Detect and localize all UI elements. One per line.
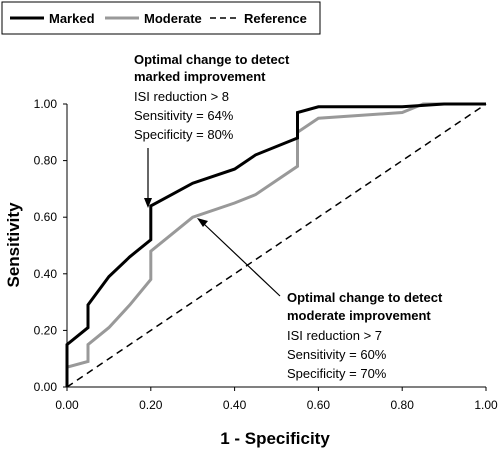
legend-label-moderate: Moderate <box>144 11 202 26</box>
annotation-moderate-arrow <box>203 223 281 297</box>
y-tick-label: 0.00 <box>34 380 58 394</box>
annotation-moderate-title-2: moderate improvement <box>287 308 431 323</box>
annotation-moderate-line-2: Sensitivity = 60% <box>287 347 387 362</box>
legend-label-marked: Marked <box>49 11 95 26</box>
annotation-moderate-line-3: Specificity = 70% <box>287 366 387 381</box>
annotation-marked-arrowhead <box>144 198 152 208</box>
annotation-marked: Optimal change to detect marked improvem… <box>134 52 290 208</box>
annotation-moderate-arrowhead <box>197 218 208 227</box>
x-tick-label: 0.40 <box>223 398 247 412</box>
x-tick-label: 0.00 <box>55 398 79 412</box>
annotation-marked-title-1: Optimal change to detect <box>134 52 290 67</box>
annotation-marked-line-3: Specificity = 80% <box>134 127 234 142</box>
legend: Marked Moderate Reference <box>1 1 321 35</box>
y-tick-label: 0.80 <box>34 154 58 168</box>
annotation-marked-line-1: ISI reduction > 8 <box>134 89 229 104</box>
y-tick-label: 0.20 <box>34 323 58 337</box>
y-tick-label: 1.00 <box>34 97 58 111</box>
annotation-moderate-line-1: ISI reduction > 7 <box>287 328 382 343</box>
annotation-marked-title-2: marked improvement <box>134 69 266 84</box>
axes: 0.00 0.20 0.40 0.60 0.80 1.00 0.00 0.20 0.40 0.6… <box>34 97 498 412</box>
series-line-moderate <box>65 102 486 387</box>
annotation-moderate: Optimal change to detect moderate improv… <box>197 218 443 381</box>
x-axis-title: 1 - Specificity <box>220 429 330 448</box>
x-tick-label: 0.80 <box>391 398 415 412</box>
series-line-marked <box>65 102 486 387</box>
legend-box <box>1 1 321 35</box>
x-tick-label: 0.60 <box>307 398 331 412</box>
annotation-marked-line-2: Sensitivity = 64% <box>134 108 234 123</box>
annotation-moderate-title-1: Optimal change to detect <box>287 290 443 305</box>
series-line-reference <box>66 103 487 388</box>
series-group <box>65 102 487 388</box>
x-tick-label: 0.20 <box>139 398 163 412</box>
legend-label-reference: Reference <box>244 11 307 26</box>
y-axis-title: Sensitivity <box>4 202 23 288</box>
x-ticks: 0.00 0.20 0.40 0.60 0.80 1.00 <box>55 387 498 412</box>
y-tick-label: 0.40 <box>34 267 58 281</box>
y-tick-label: 0.60 <box>34 210 58 224</box>
y-ticks: 0.00 0.20 0.40 0.60 0.80 1.00 <box>34 97 67 394</box>
x-tick-label: 1.00 <box>474 398 498 412</box>
